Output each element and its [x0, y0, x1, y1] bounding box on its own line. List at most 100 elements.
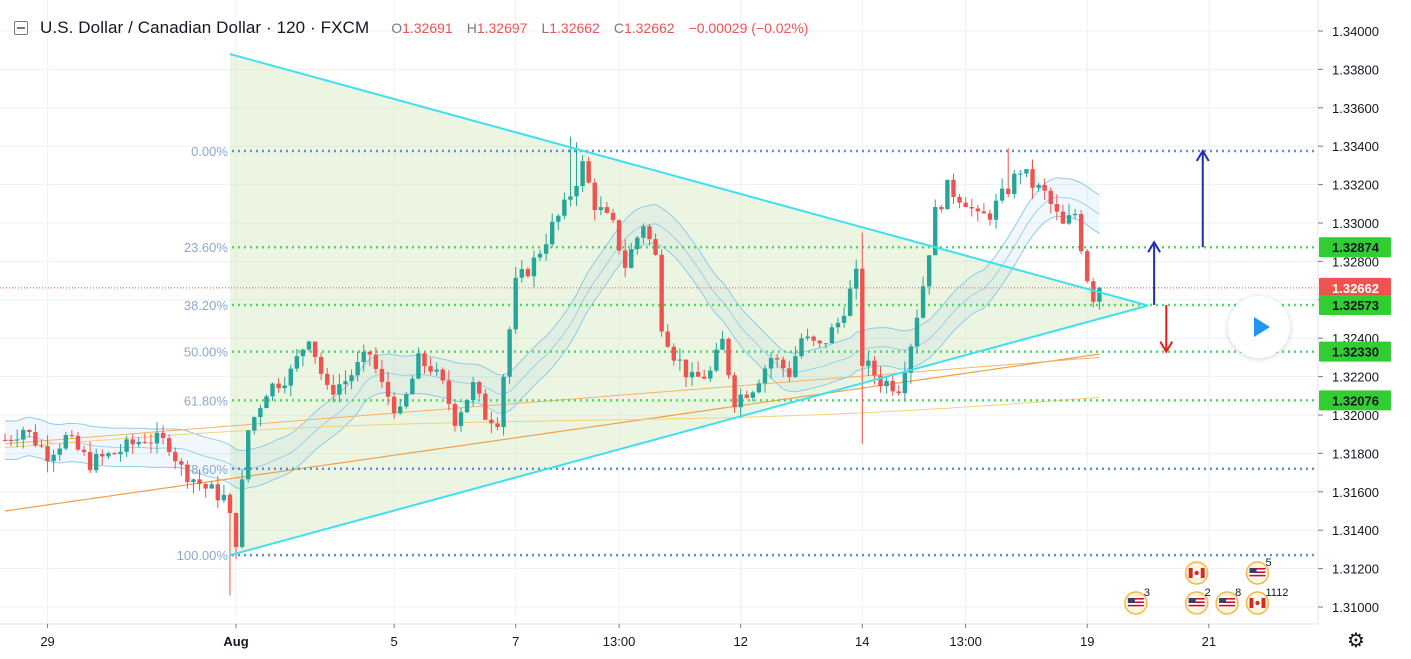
candle-body — [94, 453, 99, 471]
candle — [1078, 209, 1084, 255]
candle-body — [2, 439, 8, 441]
candle — [440, 367, 445, 385]
candle — [136, 436, 141, 448]
triangle-lines — [229, 53, 1149, 557]
candle-body — [148, 442, 154, 444]
candle-body — [112, 453, 117, 455]
candle — [519, 259, 524, 283]
candle — [21, 426, 26, 449]
candle-body — [416, 353, 421, 379]
candle — [829, 323, 835, 344]
candle-body — [1024, 169, 1029, 174]
collapse-legend-icon[interactable] — [14, 21, 28, 35]
candle — [550, 213, 555, 248]
price-tick-label: 1.33200 — [1332, 178, 1379, 193]
candle — [33, 424, 38, 448]
flag-canton — [1127, 598, 1135, 603]
candle-body — [574, 185, 579, 197]
candle — [635, 235, 640, 255]
candle-body — [981, 211, 987, 214]
price-tick-label: 1.32000 — [1332, 408, 1379, 423]
price-tick-label: 1.33400 — [1332, 139, 1379, 154]
candle — [738, 388, 743, 419]
target-arrow — [1147, 240, 1161, 305]
candle — [361, 344, 366, 372]
price-badge-bg — [1319, 277, 1391, 298]
candle — [896, 385, 901, 397]
candle — [592, 178, 597, 221]
candle-body — [568, 196, 573, 200]
candle-body — [154, 432, 160, 444]
candle — [51, 449, 56, 473]
candle-body — [233, 512, 239, 548]
candle — [981, 203, 987, 214]
candle — [537, 249, 543, 262]
candle — [939, 204, 944, 213]
candle-body — [993, 200, 999, 220]
flag-canton — [1188, 598, 1196, 603]
candle-body — [1078, 213, 1084, 252]
candle — [926, 255, 932, 295]
candle — [385, 371, 391, 406]
candle-body — [367, 351, 372, 355]
candle-body — [939, 207, 944, 210]
candle — [1024, 169, 1029, 178]
candle-body — [215, 484, 220, 501]
replay-play-button[interactable] — [1228, 296, 1290, 358]
candle-body — [562, 199, 567, 216]
candle-body — [829, 327, 835, 344]
event-count: 5 — [1265, 557, 1271, 569]
candle — [118, 443, 123, 462]
candle — [179, 458, 184, 476]
fib-level-label: 100.00% — [177, 548, 229, 563]
candle — [513, 266, 518, 334]
candle-body — [81, 449, 87, 453]
candle — [27, 429, 32, 438]
candle — [586, 156, 591, 184]
candle — [458, 407, 464, 432]
target-arrow — [1195, 149, 1210, 248]
candle-body — [45, 446, 50, 462]
candle — [823, 343, 828, 349]
price-axis-bg — [1318, 0, 1411, 659]
time-tick-label: Aug — [223, 634, 248, 649]
candle — [422, 351, 427, 374]
candle — [1060, 204, 1066, 225]
candle — [464, 399, 470, 413]
candle — [434, 362, 439, 377]
candle-body — [714, 349, 719, 371]
fib-level-label: 61.80% — [184, 393, 229, 408]
candle — [817, 339, 822, 348]
candle — [835, 317, 841, 334]
price-tick-label: 1.33600 — [1332, 101, 1379, 116]
candle-body — [817, 340, 822, 344]
candle-body — [312, 341, 318, 357]
candle — [1054, 194, 1060, 221]
candle-body — [276, 383, 281, 389]
event-count: 1112 — [1265, 587, 1288, 599]
fib-level-label: 23.60% — [184, 240, 229, 255]
candle — [556, 214, 561, 230]
flag-stripe — [1219, 601, 1236, 603]
candle-body — [39, 445, 44, 447]
candle — [677, 348, 683, 371]
candle — [75, 432, 81, 452]
high-value: H1.32697 — [466, 20, 528, 36]
candle-body — [318, 356, 324, 374]
candle — [993, 193, 999, 229]
candle-body — [160, 432, 166, 439]
candle-body — [987, 213, 993, 220]
candle — [1042, 178, 1047, 201]
candle — [890, 375, 895, 396]
candle — [507, 326, 512, 384]
candle — [343, 370, 348, 395]
candle — [999, 178, 1005, 204]
event-count: 2 — [1205, 587, 1211, 599]
candle-body — [805, 336, 810, 339]
settings-gear-icon[interactable]: ⚙ — [1347, 628, 1365, 652]
candle-body — [920, 286, 926, 318]
symbol-title[interactable]: U.S. Dollar / Canadian Dollar · 120 · FX… — [40, 18, 370, 37]
candle — [604, 202, 610, 214]
price-tick-label: 1.33000 — [1332, 216, 1379, 231]
